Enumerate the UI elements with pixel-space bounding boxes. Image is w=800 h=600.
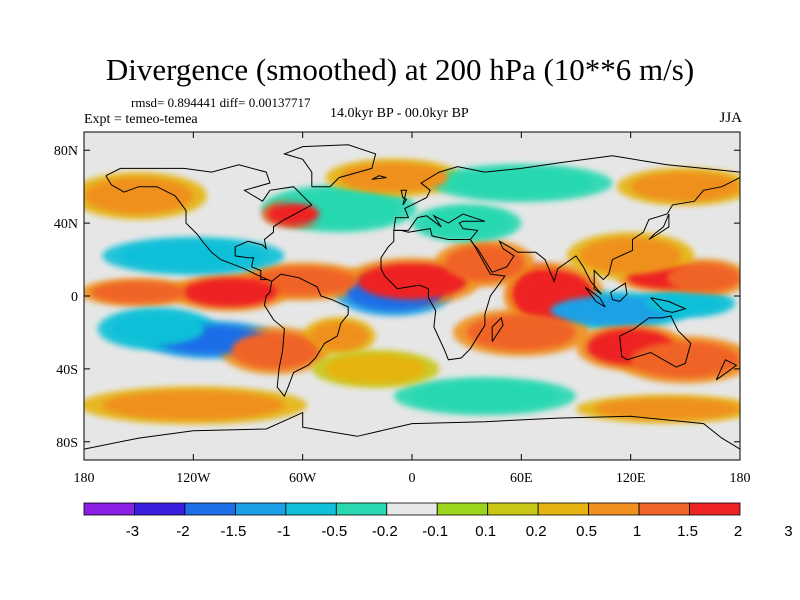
coastline xyxy=(619,315,692,368)
colorbar-swatch xyxy=(234,502,287,516)
lon-tick-label: 60W xyxy=(289,471,317,486)
coastline xyxy=(610,282,628,303)
colorbar-label: -0.2 xyxy=(372,523,398,540)
colorbar-label: -1 xyxy=(277,523,290,540)
colorbar-label: -3 xyxy=(126,523,139,540)
colorbar-label: 1.5 xyxy=(677,523,698,540)
field-blob xyxy=(231,332,320,369)
plot-title: Divergence (smoothed) at 200 hPa (10**6 … xyxy=(105,52,695,87)
field-blob xyxy=(448,168,595,198)
coastline xyxy=(584,286,606,308)
coastline xyxy=(400,189,408,206)
field-blob xyxy=(667,263,740,293)
lon-tick-label: 180 xyxy=(730,471,751,486)
latitude-axis: 80N 40N 0 40S 80S xyxy=(54,144,740,451)
rmsd-stats: rmsd= 0.894441 diff= 0.00137717 xyxy=(131,95,311,110)
coastlines xyxy=(84,144,740,450)
field-blob xyxy=(182,277,278,307)
coastline xyxy=(282,144,377,188)
field-blob xyxy=(550,296,675,326)
colorbar-label: -1.5 xyxy=(220,523,246,540)
colorbar-swatch xyxy=(83,502,135,516)
field-blob xyxy=(268,203,320,225)
field-blob xyxy=(579,237,682,275)
field-blob xyxy=(466,314,576,351)
experiment-label: Expt = temeo-temea xyxy=(84,112,198,127)
colorbar-swatch xyxy=(184,502,236,516)
coastline xyxy=(84,411,740,450)
colorbar-label: 3 xyxy=(784,523,792,540)
field-blob xyxy=(109,312,205,346)
coastline xyxy=(263,273,349,398)
coastline xyxy=(393,155,740,295)
colorbar-label: 0.5 xyxy=(576,523,597,540)
colorbar-swatch xyxy=(487,502,539,516)
colorbar-label: -0.5 xyxy=(321,523,347,540)
lon-tick-label: 0 xyxy=(409,471,416,486)
field-blob xyxy=(84,177,194,214)
colorbar-swatch xyxy=(134,502,186,516)
lon-tick-label: 60E xyxy=(510,471,533,486)
colorbar-label: 2 xyxy=(734,523,742,540)
period-label: 14.0kyr BP - 00.0kyr BP xyxy=(330,106,469,121)
field-blob xyxy=(91,281,187,304)
colorbar-label: -0.1 xyxy=(422,523,448,540)
field-blob xyxy=(630,341,740,378)
colorbar-swatch xyxy=(638,502,690,516)
field-blob xyxy=(645,292,726,315)
field-blob xyxy=(412,381,558,411)
lat-tick-label: 40N xyxy=(54,217,78,232)
colorbar: -3 -2 -1.5 -1 -0.5 -0.2 -0.1 0.1 0.2 0.5 1 1.5 2 3 xyxy=(83,502,793,540)
lon-tick-label: 180 xyxy=(74,471,95,486)
field-blob xyxy=(324,354,427,384)
colorbar-label: -2 xyxy=(176,523,189,540)
coastline xyxy=(371,175,387,180)
lon-tick-label: 120W xyxy=(176,471,211,486)
coastline xyxy=(715,359,738,381)
field-blob xyxy=(339,162,449,193)
colorbar-swatch xyxy=(689,502,741,516)
colorbar-swatch xyxy=(537,502,590,516)
coastline xyxy=(380,228,506,361)
coastline xyxy=(650,297,687,313)
colorbar-label: 1 xyxy=(633,523,641,540)
lat-tick-label: 0 xyxy=(71,290,78,305)
season-label: JJA xyxy=(719,110,742,126)
field-blob xyxy=(594,398,740,420)
field-blob xyxy=(120,241,267,271)
colorbar-swatch xyxy=(588,502,640,516)
coastline xyxy=(105,164,313,282)
colorbar-swatch xyxy=(285,502,337,516)
lat-tick-label: 40S xyxy=(56,363,78,378)
longitude-axis: 180 120W 60W 0 60E 120E 180 xyxy=(74,132,751,486)
field-blob xyxy=(422,208,511,238)
colorbar-swatch xyxy=(386,502,438,516)
divergence-field xyxy=(84,158,740,425)
colorbar-swatch xyxy=(335,502,388,516)
lat-tick-label: 80S xyxy=(56,436,78,451)
colorbar-label: 0.2 xyxy=(526,523,547,540)
colorbar-swatch xyxy=(436,502,489,516)
colorbar-label: 0.1 xyxy=(475,523,496,540)
coastline xyxy=(648,213,670,240)
coastline xyxy=(491,316,504,342)
lon-tick-label: 120E xyxy=(616,471,646,486)
field-blob xyxy=(630,172,740,202)
field-blob xyxy=(102,390,285,420)
field-blob xyxy=(309,321,369,351)
field-blob xyxy=(444,244,525,282)
lat-tick-label: 80N xyxy=(54,144,78,159)
field-blob xyxy=(357,263,467,300)
